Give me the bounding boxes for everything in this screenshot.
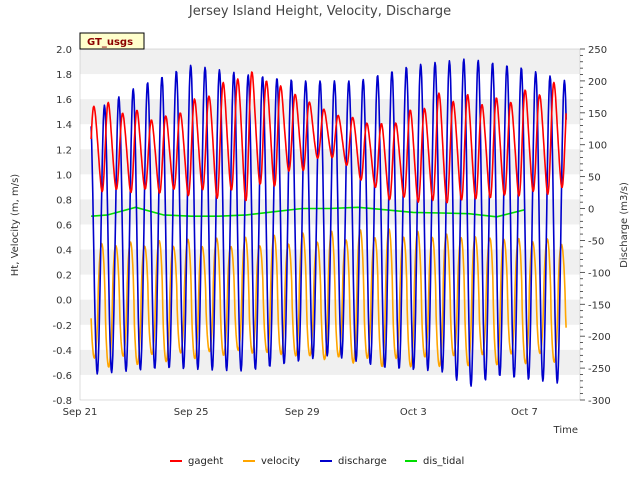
y-axis-left-label: Ht, Velocity (m, m/s) (10, 174, 21, 277)
y-left-tick-label: -0.4 (52, 346, 72, 357)
y-left-tick-label: 2.0 (56, 45, 72, 56)
y-right-tick-label: 50 (588, 173, 601, 184)
chart-title: Jersey Island Height, Velocity, Discharg… (188, 4, 451, 19)
y-left-tick-label: -0.6 (52, 371, 72, 382)
y-left-tick-label: 0.4 (56, 246, 72, 257)
y-right-tick-label: -50 (588, 236, 604, 247)
legend-label-dis_tidal: dis_tidal (423, 456, 464, 467)
series-line-gageht (90, 71, 567, 204)
y-right-tick-label: -250 (588, 364, 611, 375)
y-left-tick-label: -0.8 (52, 396, 72, 407)
legend-label-velocity: velocity (261, 456, 300, 467)
y-left-tick-label: 1.6 (56, 95, 72, 106)
x-tick-label: Oct 7 (511, 407, 538, 418)
y-left-tick-label: -0.2 (52, 321, 72, 332)
legend: gageht velocity discharge dis_tidal (170, 456, 464, 467)
series-layer (90, 58, 567, 387)
grid-band (80, 49, 580, 75)
y-right-tick-label: -100 (588, 268, 611, 279)
legend-label-discharge: discharge (338, 456, 387, 467)
legend-label-gageht: gageht (188, 456, 223, 467)
y-right-tick-label: 150 (588, 109, 607, 120)
y-left-tick-label: 1.8 (56, 70, 72, 81)
y-left-tick-label: 0.2 (56, 271, 72, 282)
badge-box (79, 32, 145, 50)
y-right-tick-label: -200 (588, 332, 611, 343)
left-axis: -0.8 -0.6 -0.4 -0.2 0.0 0.2 0.4 0.6 0.8 1.0 1.2 1.4… (52, 45, 72, 407)
x-tick-label: Sep 25 (174, 407, 209, 418)
series-line-discharge (90, 58, 567, 387)
y-right-tick-label: -300 (588, 396, 611, 407)
y-right-tick-label: 100 (588, 141, 607, 152)
right-axis: -300 -250 -200 -150 -100 -50 0 50 100 150 200 250 (580, 45, 611, 407)
y-axis-right-label: Discharge (m3/s) (619, 182, 630, 268)
x-tick-label: Sep 29 (285, 407, 320, 418)
y-left-tick-label: 1.4 (56, 120, 72, 131)
y-left-tick-label: 1.2 (56, 145, 72, 156)
badge-label: GT_usgs (87, 37, 133, 48)
y-left-tick-label: 0.8 (56, 195, 72, 206)
x-tick-label: Sep 21 (63, 407, 98, 418)
x-axis-label: Time (553, 425, 578, 436)
plot-area (79, 48, 581, 401)
x-axis: Sep 21 Sep 25 Sep 29 Oct 3 Oct 7 (63, 407, 538, 418)
y-right-tick-label: 200 (588, 77, 607, 88)
y-right-tick-label: 250 (588, 45, 607, 56)
y-left-tick-label: 0.0 (56, 296, 72, 307)
site-badge: GT_usgs (79, 32, 145, 50)
x-tick-label: Oct 3 (400, 407, 427, 418)
series-line-velocity (90, 228, 567, 368)
y-right-tick-label: 0 (588, 205, 594, 216)
y-right-tick-label: -150 (588, 300, 611, 311)
y-left-tick-label: 1.0 (56, 170, 72, 181)
y-left-tick-label: 0.6 (56, 221, 72, 232)
